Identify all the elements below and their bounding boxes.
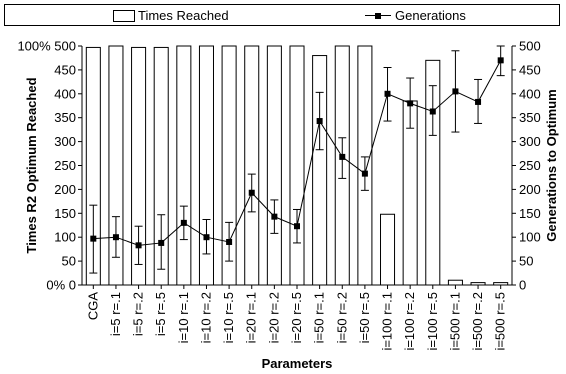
right-tick-label: 100 xyxy=(519,230,541,245)
right-tick-label: 500 xyxy=(519,39,541,54)
bar xyxy=(312,55,328,286)
left-tick-label: 100 xyxy=(54,230,76,245)
category-label: i=500 r=.1 xyxy=(447,292,462,351)
category-label: i=5 r=.5 xyxy=(153,292,168,336)
category-label: i=20 r=.1 xyxy=(244,292,259,343)
generations-marker xyxy=(112,234,119,241)
category-label: i=100 r=.5 xyxy=(425,292,440,351)
generations-marker xyxy=(180,219,187,226)
bar xyxy=(470,282,486,286)
generations-marker xyxy=(271,213,278,220)
legend-entry-times-reached: Times Reached xyxy=(113,8,229,23)
bar xyxy=(493,282,509,286)
right-tick-label: 200 xyxy=(519,182,541,197)
generations-marker xyxy=(452,88,459,95)
legend-bar-swatch xyxy=(113,9,135,22)
category-label: i=10 r=.1 xyxy=(176,292,191,343)
category-label: CGA xyxy=(85,292,100,321)
generations-marker xyxy=(158,239,165,246)
generations-marker xyxy=(316,118,323,125)
right-tick-label: 350 xyxy=(519,110,541,125)
category-label: i=20 r=.2 xyxy=(266,292,281,343)
bar xyxy=(380,213,396,286)
bar xyxy=(289,45,305,286)
bar xyxy=(447,279,463,286)
generations-marker xyxy=(248,189,255,196)
category-label: i=500 r=.2 xyxy=(470,292,485,351)
category-label: i=10 r=.5 xyxy=(221,292,236,343)
legend-label-generations: Generations xyxy=(395,8,466,23)
generations-marker xyxy=(90,235,97,242)
category-label: i=20 r=.5 xyxy=(289,292,304,343)
generations-marker xyxy=(497,57,504,64)
left-tick-label: 350 xyxy=(54,110,76,125)
category-label: i=50 r=.5 xyxy=(357,292,372,343)
generations-marker xyxy=(407,100,414,107)
generations-marker xyxy=(339,153,346,160)
right-tick-label: 400 xyxy=(519,86,541,101)
right-axis-title: Generations to Optimum xyxy=(544,89,559,241)
category-label: i=50 r=.1 xyxy=(312,292,327,343)
generations-marker xyxy=(475,98,482,105)
generations-marker xyxy=(294,223,300,230)
right-tick-label: 450 xyxy=(519,62,541,77)
right-tick-label: 250 xyxy=(519,158,541,173)
left-tick-label: 0% 0 xyxy=(46,278,76,293)
category-label: i=5 r=.2 xyxy=(131,292,146,336)
right-tick-label: 150 xyxy=(519,206,541,221)
left-tick-label: 200 xyxy=(54,182,76,197)
generations-marker xyxy=(135,242,142,249)
left-tick-label: 300 xyxy=(54,134,76,149)
left-tick-label: 50 xyxy=(62,254,76,269)
category-label: i=10 r=.2 xyxy=(198,292,213,343)
left-axis-title: Times R2 Optimum Reached xyxy=(24,77,39,253)
generations-marker xyxy=(226,238,233,245)
left-tick-label: 450 xyxy=(54,62,76,77)
generations-marker xyxy=(384,90,391,97)
generations-marker xyxy=(203,234,210,241)
left-tick-label: 100% 500 xyxy=(17,39,76,54)
bar xyxy=(176,45,192,286)
category-label: i=500 r=.5 xyxy=(493,292,508,351)
left-tick-label: 150 xyxy=(54,206,76,221)
right-tick-label: 300 xyxy=(519,134,541,149)
right-tick-label: 50 xyxy=(519,254,533,269)
right-tick-label: 0 xyxy=(519,278,526,293)
category-label: i=50 r=.2 xyxy=(334,292,349,343)
left-tick-label: 250 xyxy=(54,158,76,173)
bar xyxy=(244,45,260,286)
bar xyxy=(266,45,282,286)
category-label: i=100 r=.1 xyxy=(380,292,395,351)
x-axis-title: Parameters xyxy=(262,356,333,371)
generations-marker xyxy=(361,170,368,177)
legend-label-times-reached: Times Reached xyxy=(138,8,229,23)
category-label: i=5 r=.1 xyxy=(108,292,123,336)
generations-marker xyxy=(429,108,436,115)
legend-line-swatch xyxy=(365,11,391,21)
left-tick-label: 400 xyxy=(54,86,76,101)
legend-entry-generations: Generations xyxy=(365,8,466,23)
legend: Times Reached Generations xyxy=(4,4,560,26)
category-label: i=100 r=.2 xyxy=(402,292,417,351)
